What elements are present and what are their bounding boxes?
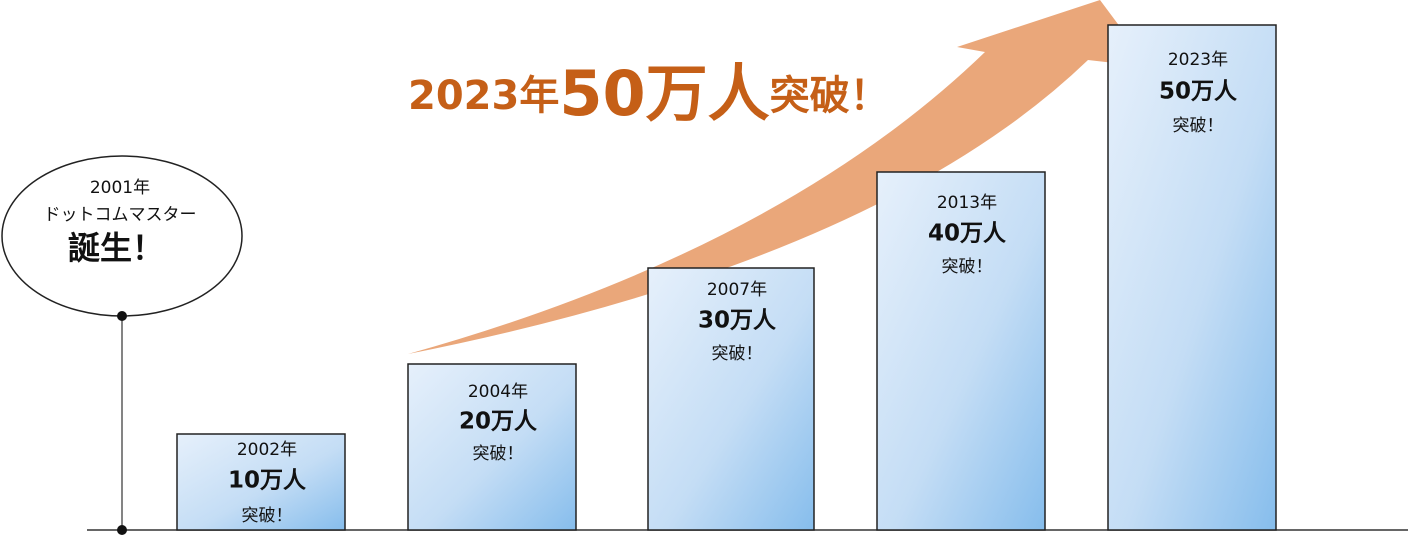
milestone-note: 突破！ (942, 257, 993, 277)
headline-suffix: 突破！ (770, 73, 890, 119)
milestone-year: 2002年 (237, 440, 297, 460)
growth-arrow (408, 0, 1150, 354)
milestone-bar (876, 171, 1046, 531)
headline: 2023年50万人突破！ (408, 57, 890, 130)
milestone-bar (176, 433, 346, 531)
milestone-bar (1107, 24, 1277, 531)
milestone-year: 2023年 (1168, 50, 1228, 70)
headline-big: 50万人 (559, 57, 769, 130)
milestone-year: 2007年 (707, 280, 767, 300)
milestone-count: 40万人 (928, 221, 1007, 247)
milestone-count: 50万人 (1159, 79, 1238, 105)
milestone-bar (647, 267, 815, 531)
dot (117, 525, 127, 535)
milestone-note: 突破！ (1173, 116, 1224, 136)
milestone-bar (407, 363, 577, 531)
milestone-note: 突破！ (712, 344, 763, 364)
milestone-note: 突破！ (242, 506, 293, 526)
dot (117, 311, 127, 321)
milestone-count: 10万人 (228, 468, 307, 494)
headline-prefix: 2023年 (408, 73, 559, 119)
milestone-count: 20万人 (459, 409, 538, 435)
milestone-note: 突破！ (473, 444, 524, 464)
origin-year: 2001年 (90, 178, 150, 198)
origin-event: 誕生！ (68, 229, 164, 267)
milestone-year: 2013年 (937, 193, 997, 213)
milestone-year: 2004年 (468, 382, 528, 402)
origin-name: ドットコムマスター (44, 205, 197, 225)
milestone-count: 30万人 (698, 308, 777, 334)
